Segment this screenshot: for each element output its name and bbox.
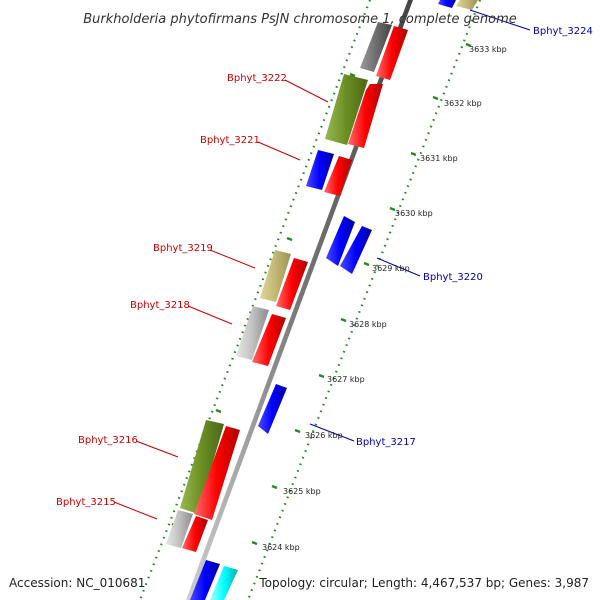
map-title: Burkholderia phytofirmans PsJN chromosom…: [83, 12, 517, 27]
gene-3222-cog: [325, 74, 368, 145]
gene-red-top: [376, 26, 408, 80]
gene-3220-b: [340, 226, 372, 274]
genome-stats: Topology: circular; Length: 4,467,537 bp…: [258, 576, 589, 590]
tick-label: 3624 kbp: [262, 543, 300, 552]
gene-3224: [456, 0, 478, 10]
tick-label: 3633 kbp: [469, 45, 507, 54]
tick-label: 3629 kbp: [372, 264, 410, 273]
gene-3216-cog: [180, 420, 224, 514]
gene-3216: [194, 426, 240, 520]
inner-ring-dots: [246, 0, 482, 600]
tick-label: 3631 kbp: [420, 154, 458, 163]
gene-label-bphyt-3222[interactable]: Bphyt_3222: [227, 73, 287, 84]
gene-label-bphyt-3221[interactable]: Bphyt_3221: [200, 135, 260, 146]
gene-blue-top: [438, 0, 456, 8]
gene-dark-top: [360, 22, 392, 72]
gene-bottom-cyan: [210, 566, 238, 600]
gene-bottom-blue: [190, 560, 220, 600]
tick-marks: [251, 42, 472, 546]
gene-labels: Bphyt_3224 Bphyt_3222 Bphyt_3221 Bphyt_3…: [56, 26, 593, 508]
tick-label: 3630 kbp: [395, 209, 433, 218]
gene-3218-cog: [236, 306, 269, 360]
tick-label: 3625 kbp: [283, 487, 321, 496]
gene-3215-cog: [166, 510, 193, 548]
chromosome-backbone: [186, 0, 413, 600]
gene-label-bphyt-3224[interactable]: Bphyt_3224: [533, 26, 593, 37]
gene-3220-a: [326, 216, 355, 266]
gene-label-bphyt-3215[interactable]: Bphyt_3215: [56, 497, 116, 508]
gene-label-bphyt-3219[interactable]: Bphyt_3219: [153, 243, 213, 254]
label-lines: [113, 9, 531, 520]
gene-3222: [348, 84, 383, 148]
outer-ring-dots: [138, 0, 372, 600]
gene-label-bphyt-3216[interactable]: Bphyt_3216: [78, 435, 138, 446]
gene-3215: [182, 516, 208, 552]
gene-3219: [276, 258, 308, 310]
gene-3219-cog: [260, 250, 291, 302]
gene-label-bphyt-3220[interactable]: Bphyt_3220: [423, 272, 483, 283]
kbp-labels: 3633 kbp 3632 kbp 3631 kbp 3630 kbp 3629…: [262, 45, 507, 552]
gene-label-bphyt-3218[interactable]: Bphyt_3218: [130, 300, 190, 311]
reverse-genes: [190, 0, 478, 600]
gene-3218: [252, 314, 286, 366]
tick-label: 3628 kbp: [349, 320, 387, 329]
tick-label: 3632 kbp: [444, 99, 482, 108]
gene-3221-cog: [306, 150, 334, 190]
gene-3221: [324, 156, 352, 196]
accession-label: Accession: NC_010681: [9, 576, 145, 590]
tick-label: 3627 kbp: [327, 375, 365, 384]
gene-3217: [258, 384, 287, 434]
forward-genes: [166, 22, 408, 552]
gene-label-bphyt-3217[interactable]: Bphyt_3217: [356, 437, 416, 448]
tick-label: 3626 kbp: [305, 431, 343, 440]
